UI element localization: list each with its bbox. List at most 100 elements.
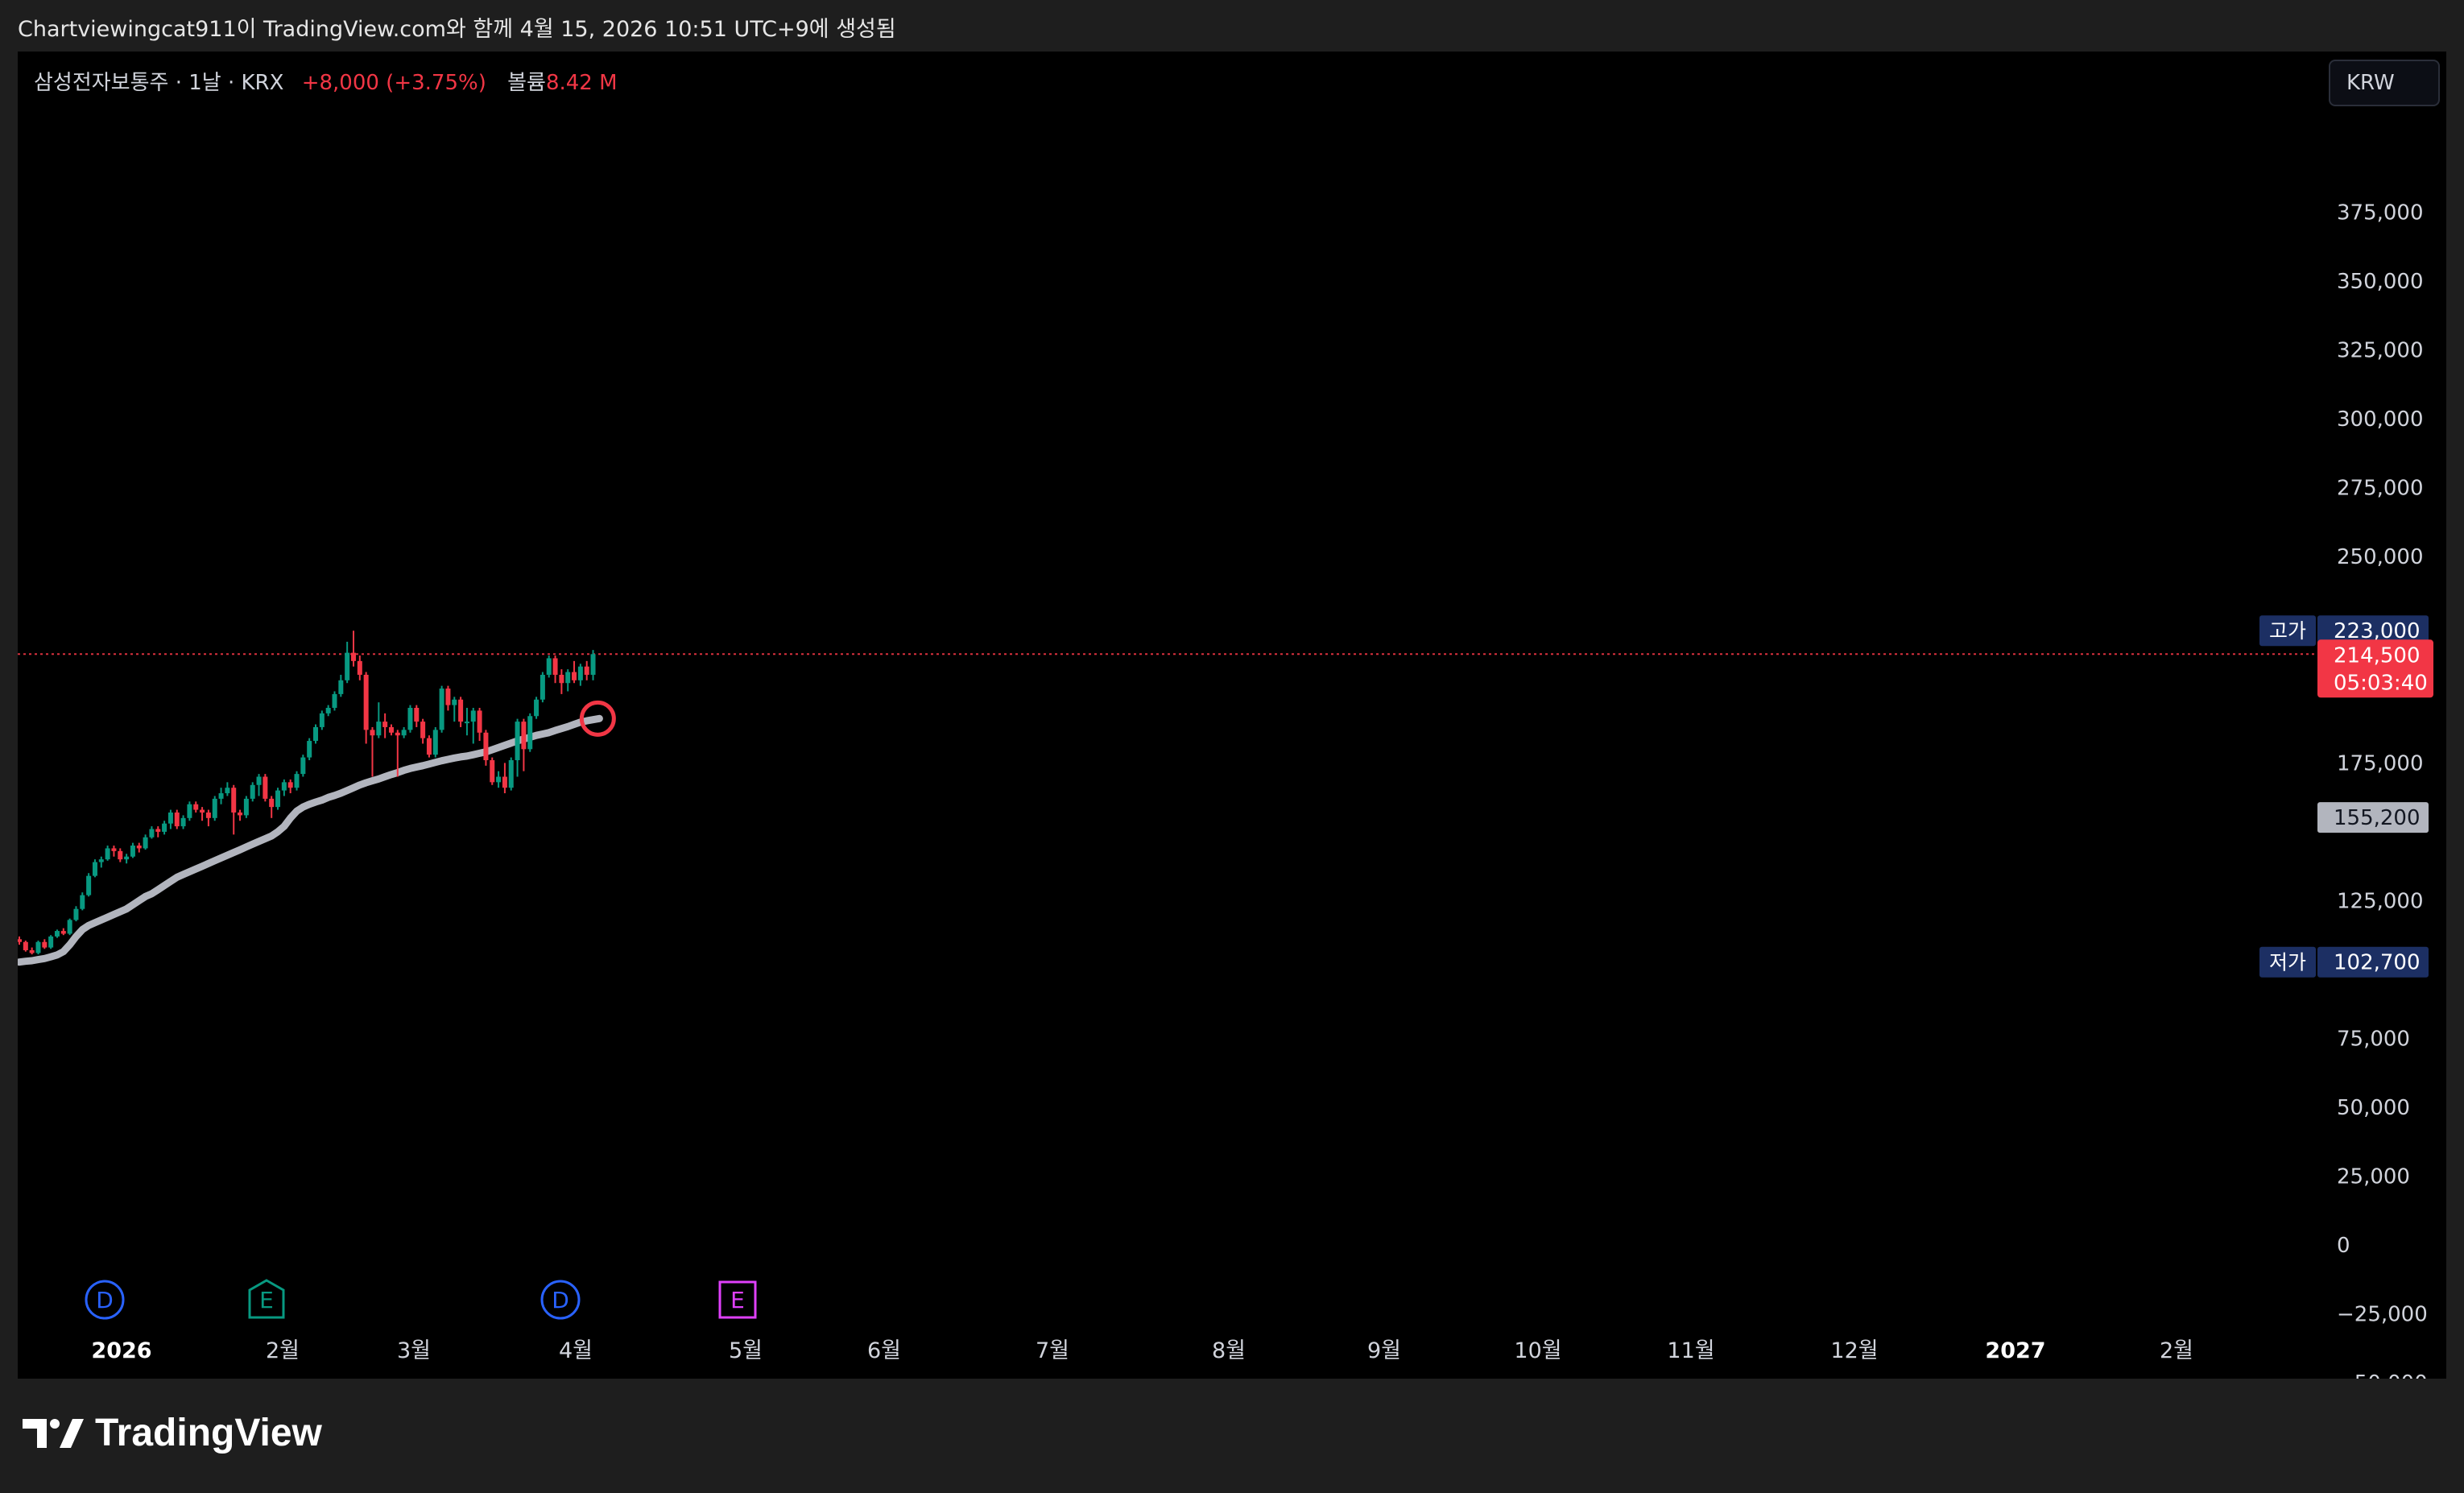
candle[interactable] — [432, 726, 438, 758]
candle[interactable] — [439, 685, 444, 733]
candle[interactable] — [490, 757, 495, 785]
candle[interactable] — [23, 941, 28, 952]
candle[interactable] — [426, 735, 432, 758]
candle[interactable] — [515, 718, 520, 777]
candle[interactable] — [111, 846, 117, 857]
candle[interactable] — [54, 929, 60, 938]
candle[interactable] — [565, 669, 571, 692]
candle[interactable] — [496, 771, 502, 788]
candle[interactable] — [540, 672, 545, 703]
candle[interactable] — [143, 834, 148, 850]
candle[interactable] — [477, 708, 482, 742]
candle[interactable] — [502, 763, 507, 794]
candle[interactable] — [559, 669, 564, 694]
candle[interactable] — [136, 842, 142, 853]
candle[interactable] — [414, 705, 420, 727]
tradingview-logo[interactable]: TradingView — [23, 1411, 322, 1455]
candle[interactable] — [205, 809, 211, 827]
symbol-info[interactable]: 삼성전자보통주 · 1날 · KRX — [34, 71, 284, 95]
candle[interactable] — [319, 710, 325, 730]
candle[interactable] — [212, 796, 217, 821]
candle[interactable] — [180, 815, 186, 829]
candle[interactable] — [407, 705, 413, 733]
dividend-marker-icon[interactable] — [540, 1280, 581, 1320]
candle[interactable] — [162, 821, 167, 835]
candle[interactable] — [388, 724, 394, 736]
candle[interactable] — [376, 702, 382, 738]
candle[interactable] — [18, 936, 22, 945]
candle[interactable] — [281, 779, 287, 796]
chart-panel[interactable]: 375,000 350,000 325,000 300,000 275,000 250,0… — [18, 52, 2446, 1379]
candle[interactable] — [313, 724, 319, 744]
candle[interactable] — [256, 774, 262, 796]
candle[interactable] — [193, 801, 199, 813]
candle[interactable] — [73, 906, 79, 922]
candle[interactable] — [590, 650, 596, 680]
candle[interactable] — [332, 691, 337, 711]
candle[interactable] — [527, 713, 533, 752]
candle[interactable] — [382, 713, 388, 738]
candle[interactable] — [86, 873, 92, 897]
candle[interactable] — [521, 718, 527, 771]
candle[interactable] — [92, 859, 97, 878]
candle[interactable] — [118, 848, 123, 862]
price-chart[interactable]: 375,000 350,000 325,000 300,000 275,000 250,0… — [18, 52, 2446, 1379]
candle[interactable] — [250, 782, 255, 802]
candle[interactable] — [572, 660, 577, 684]
candle[interactable] — [243, 796, 249, 818]
candle[interactable] — [29, 947, 35, 955]
candle[interactable] — [345, 641, 350, 684]
candle[interactable] — [231, 784, 237, 835]
candle[interactable] — [269, 796, 275, 818]
candle[interactable] — [395, 730, 400, 777]
candle[interactable] — [35, 941, 41, 955]
candle[interactable] — [155, 826, 161, 837]
candle[interactable] — [105, 846, 110, 861]
candle[interactable] — [458, 697, 464, 727]
candle[interactable] — [300, 755, 306, 777]
candle[interactable] — [218, 788, 224, 804]
candle[interactable] — [130, 842, 135, 858]
candle[interactable] — [363, 672, 369, 744]
candle[interactable] — [508, 757, 514, 791]
candle[interactable] — [60, 928, 66, 936]
candle[interactable] — [263, 774, 268, 802]
candle[interactable] — [307, 738, 312, 760]
candle[interactable] — [98, 856, 104, 868]
candle[interactable] — [48, 935, 54, 949]
candle[interactable] — [470, 708, 476, 744]
candle[interactable] — [167, 809, 173, 829]
earnings-marker-icon[interactable] — [718, 1280, 757, 1319]
candle[interactable] — [483, 730, 489, 766]
candle[interactable] — [552, 656, 558, 684]
candle[interactable] — [275, 788, 281, 810]
candle[interactable] — [420, 718, 426, 744]
currency-button[interactable]: KRW — [2329, 60, 2440, 106]
candle[interactable] — [225, 782, 230, 796]
candle[interactable] — [325, 705, 331, 717]
candle[interactable] — [546, 656, 552, 678]
candle[interactable] — [401, 726, 407, 738]
annotation-circle[interactable] — [579, 700, 616, 737]
candle[interactable] — [350, 631, 356, 667]
candle[interactable] — [357, 656, 362, 680]
candle[interactable] — [67, 918, 72, 936]
candle[interactable] — [464, 708, 469, 736]
candle[interactable] — [149, 826, 155, 839]
candle[interactable] — [338, 674, 344, 697]
candle[interactable] — [124, 854, 130, 864]
candle[interactable] — [42, 939, 48, 949]
candle[interactable] — [200, 807, 205, 821]
earnings-marker-icon[interactable] — [248, 1279, 285, 1319]
candle[interactable] — [287, 779, 293, 794]
candle[interactable] — [174, 809, 180, 829]
candle[interactable] — [370, 726, 375, 777]
candle[interactable] — [584, 660, 589, 680]
candle[interactable] — [452, 697, 457, 722]
candle[interactable] — [80, 892, 85, 911]
dividend-marker-icon[interactable] — [85, 1280, 125, 1320]
candle[interactable] — [445, 685, 451, 711]
candle[interactable] — [238, 809, 243, 821]
candle[interactable] — [577, 664, 583, 686]
candle[interactable] — [534, 697, 540, 719]
